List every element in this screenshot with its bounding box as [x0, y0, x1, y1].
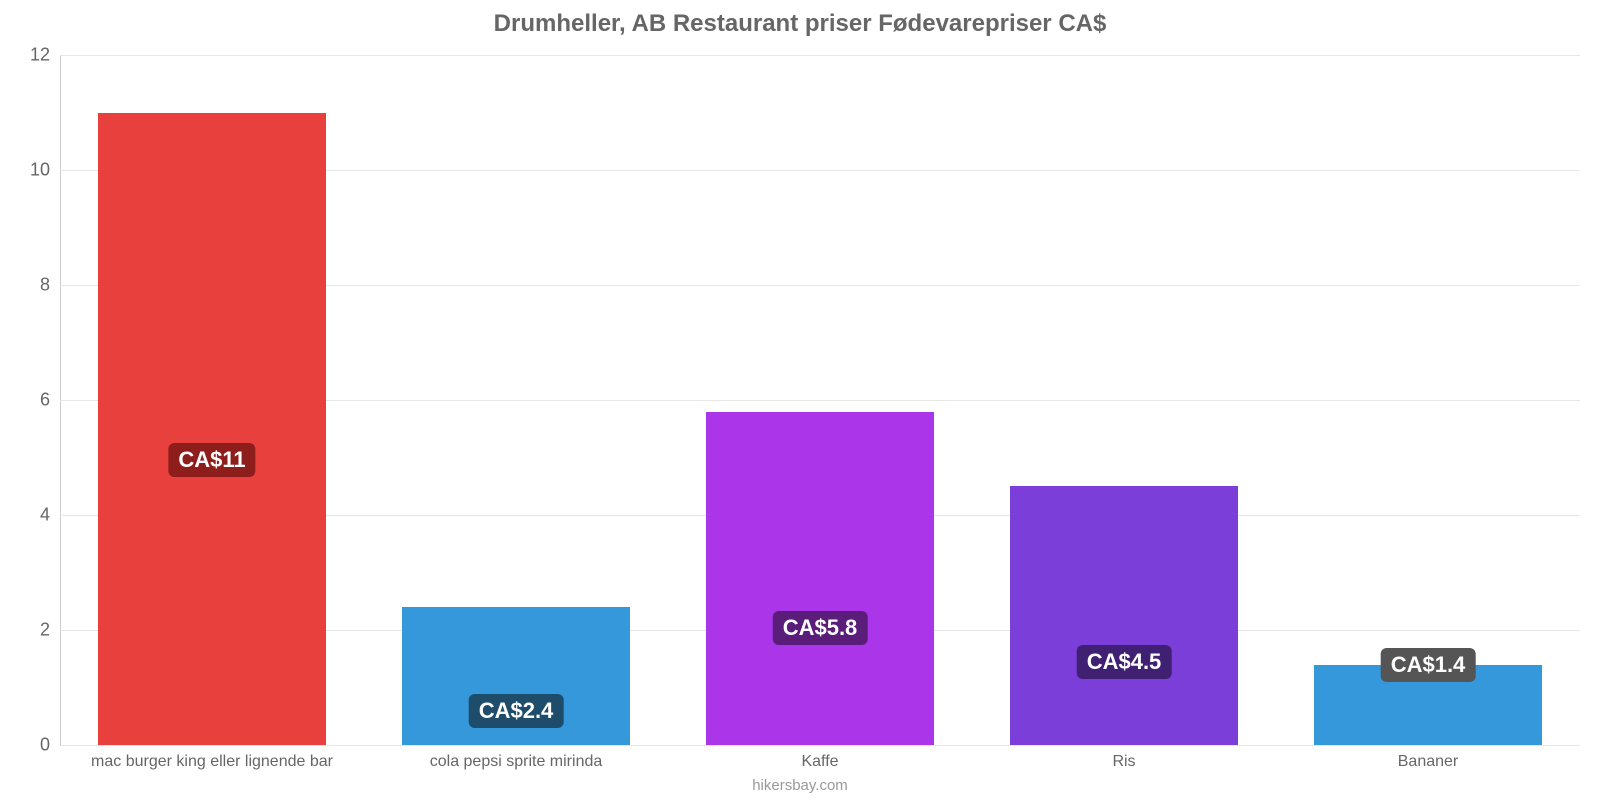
bar: CA$11 [98, 113, 326, 746]
bar: CA$5.8 [706, 412, 934, 746]
plot-area: CA$11CA$2.4CA$5.8CA$4.5CA$1.4 mac burger… [60, 55, 1580, 745]
bar-value-label: CA$11 [168, 443, 255, 477]
bar-value-label: CA$5.8 [773, 611, 868, 645]
bar: CA$1.4 [1314, 665, 1542, 746]
y-tick-label: 6 [40, 390, 60, 411]
x-axis-label: Kaffe [801, 745, 838, 771]
x-axis-label: mac burger king eller lignende bar [91, 745, 333, 771]
chart-container: Drumheller, AB Restaurant priser Fødevar… [0, 0, 1600, 800]
chart-title: Drumheller, AB Restaurant priser Fødevar… [0, 10, 1600, 38]
credit-text: hikersbay.com [0, 777, 1600, 794]
bar: CA$4.5 [1010, 486, 1238, 745]
x-axis-label: cola pepsi sprite mirinda [430, 745, 603, 771]
y-tick-label: 8 [40, 275, 60, 296]
y-tick-label: 4 [40, 505, 60, 526]
bar-value-label: CA$2.4 [469, 694, 564, 728]
y-tick-label: 2 [40, 620, 60, 641]
bar: CA$2.4 [402, 607, 630, 745]
y-tick-label: 10 [30, 160, 60, 181]
bar-value-label: CA$4.5 [1077, 645, 1172, 679]
y-tick-label: 0 [40, 735, 60, 756]
x-axis-label: Bananer [1398, 745, 1459, 771]
bar-value-label: CA$1.4 [1381, 648, 1476, 682]
bars-layer: CA$11 CA$2.4 CA$5.8 CA$4.5 CA$1.4 [60, 55, 1580, 745]
x-axis-label: Ris [1112, 745, 1135, 771]
y-tick-label: 12 [30, 45, 60, 66]
